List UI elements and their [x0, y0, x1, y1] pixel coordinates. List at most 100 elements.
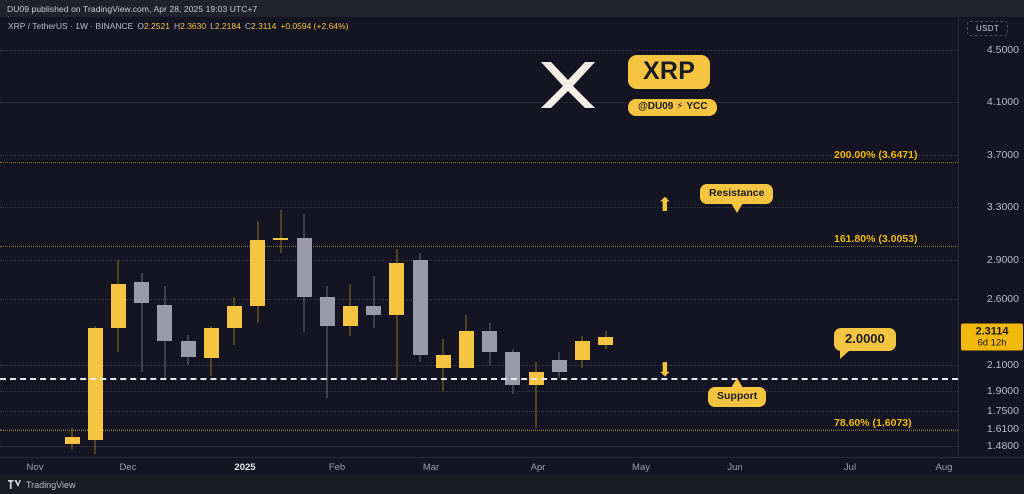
tradingview-logo-icon: [8, 480, 21, 489]
resistance-tail: [730, 202, 743, 213]
bolt-icon: ⚡: [676, 101, 684, 112]
candlestick: [505, 17, 521, 457]
candlestick: [551, 17, 567, 457]
time-axis[interactable]: Nov Dec 2025 Feb Mar Apr May Jun Jul Aug: [0, 457, 1024, 476]
time-tick-label: Jun: [727, 462, 743, 473]
legend-high-value: 2.3630: [180, 21, 207, 31]
down-arrow-icon: ⬇: [657, 360, 673, 381]
candle-body: [134, 282, 150, 304]
candle-body: [157, 304, 173, 342]
candlestick: [226, 17, 242, 457]
fibonacci-label: 78.60% (1.6073): [834, 416, 912, 429]
time-tick-label: Mar: [422, 462, 440, 473]
target-price-callout: 2.0000: [834, 328, 896, 359]
support-label: Support: [717, 390, 758, 402]
price-tick-label: 3.7000: [986, 148, 1019, 161]
candle-body: [482, 330, 498, 352]
fibonacci-label: 200.00% (3.6471): [834, 148, 918, 161]
grid-line: [0, 154, 958, 156]
price-tick-label: 2.9000: [986, 253, 1019, 266]
currency-badge[interactable]: USDT: [967, 21, 1009, 36]
candle-wick: [280, 210, 282, 254]
target-price-label: 2.0000: [845, 331, 885, 346]
candlestick: [180, 17, 196, 457]
candlestick: [412, 17, 428, 457]
plot-area[interactable]: 200.00% (3.6471) 161.80% (3.0053) 78.60% (…: [0, 17, 958, 457]
author-handle: @DU09: [638, 101, 674, 112]
grid-line: [0, 365, 958, 367]
price-axis[interactable]: USDT 4.5000 4.1000 3.7000 3.3000 2.9000 2.600…: [958, 17, 1024, 457]
candlestick: [342, 17, 358, 457]
candlestick: [319, 17, 335, 457]
xrp-ticker-badge: XRP: [628, 55, 711, 89]
candle-body: [598, 337, 614, 346]
candle-body: [250, 240, 266, 306]
resistance-label: Resistance: [709, 187, 765, 199]
xrp-logo-icon: [541, 62, 595, 108]
legend-open-value: 2.2521: [143, 21, 170, 31]
publish-bar: DU09 published on TradingView.com, Apr 2…: [0, 0, 1024, 17]
candlestick: [203, 17, 219, 457]
bar-countdown: 6d 12h: [977, 337, 1007, 349]
time-tick-label: Jul: [843, 462, 857, 473]
legend-close: C2.3114: [245, 21, 277, 31]
legend-change: +0.0594 (+2.64%): [280, 21, 349, 31]
resistance-callout: Resistance: [700, 184, 774, 213]
candlestick: [458, 17, 474, 457]
candle-wick: [535, 362, 537, 429]
grid-line: [0, 299, 958, 301]
candlestick: [435, 17, 451, 457]
publish-text: DU09 published on TradingView.com, Apr 2…: [7, 3, 258, 14]
candle-body: [273, 237, 289, 241]
price-tick-label: 1.9000: [986, 385, 1019, 398]
time-tick-label: Nov: [26, 462, 44, 473]
candlestick: [64, 17, 80, 457]
candlestick: [296, 17, 312, 457]
candlestick: [482, 17, 498, 457]
time-tick-label: 2025: [234, 462, 256, 473]
chart-legend: XRP / TetherUS · 1W · BINANCE O2.2521 H2.3…: [8, 21, 348, 31]
candle-body: [458, 330, 474, 368]
legend-symbol: XRP / TetherUS · 1W · BINANCE: [8, 21, 134, 31]
candle-body: [505, 351, 521, 385]
legend-open-label: O: [137, 21, 144, 31]
legend-low-value: 2.2184: [214, 21, 241, 31]
chart-container: 200.00% (3.6471) 161.80% (3.0053) 78.60% (…: [0, 17, 1024, 476]
legend-low: L2.2184: [210, 21, 241, 31]
legend-high-label: H: [173, 21, 181, 31]
price-tick-label: 4.5000: [986, 43, 1019, 56]
time-tick-label: May: [632, 462, 650, 473]
candle-body: [296, 237, 312, 297]
fibonacci-label: 161.80% (3.0053): [834, 233, 918, 246]
price-tick-label: 2.1000: [986, 359, 1019, 372]
price-tick-label: 4.1000: [986, 96, 1019, 109]
grid-line: [0, 102, 958, 104]
price-tick-label: 2.6000: [986, 293, 1019, 306]
candle-wick: [373, 275, 375, 329]
candle-body: [412, 259, 428, 355]
support-tail: [731, 378, 744, 388]
time-tick-label: Dec: [119, 462, 137, 473]
candle-body: [87, 328, 103, 440]
candlestick: [598, 17, 614, 457]
legend-close-label: C: [244, 21, 251, 31]
candlestick: [250, 17, 266, 457]
fibonacci-line: [0, 246, 958, 248]
tradingview-label: TradingView: [26, 479, 76, 490]
fibonacci-line: [0, 161, 958, 163]
price-tick-label: 1.6100: [986, 423, 1019, 436]
time-tick-label: Feb: [328, 462, 346, 473]
time-tick-label: Aug: [935, 462, 953, 473]
legend-close-value: 2.3114: [250, 21, 277, 31]
candle-wick: [326, 286, 328, 398]
legend-low-label: L: [210, 21, 215, 31]
candlestick: [389, 17, 405, 457]
candlestick: [110, 17, 126, 457]
candle-body: [342, 305, 358, 326]
candle-body: [180, 341, 196, 358]
time-tick-label: Apr: [530, 462, 546, 473]
grid-line: [0, 446, 958, 448]
target-price-line: [0, 378, 958, 381]
candle-body: [574, 341, 590, 360]
candle-wick: [141, 273, 143, 372]
